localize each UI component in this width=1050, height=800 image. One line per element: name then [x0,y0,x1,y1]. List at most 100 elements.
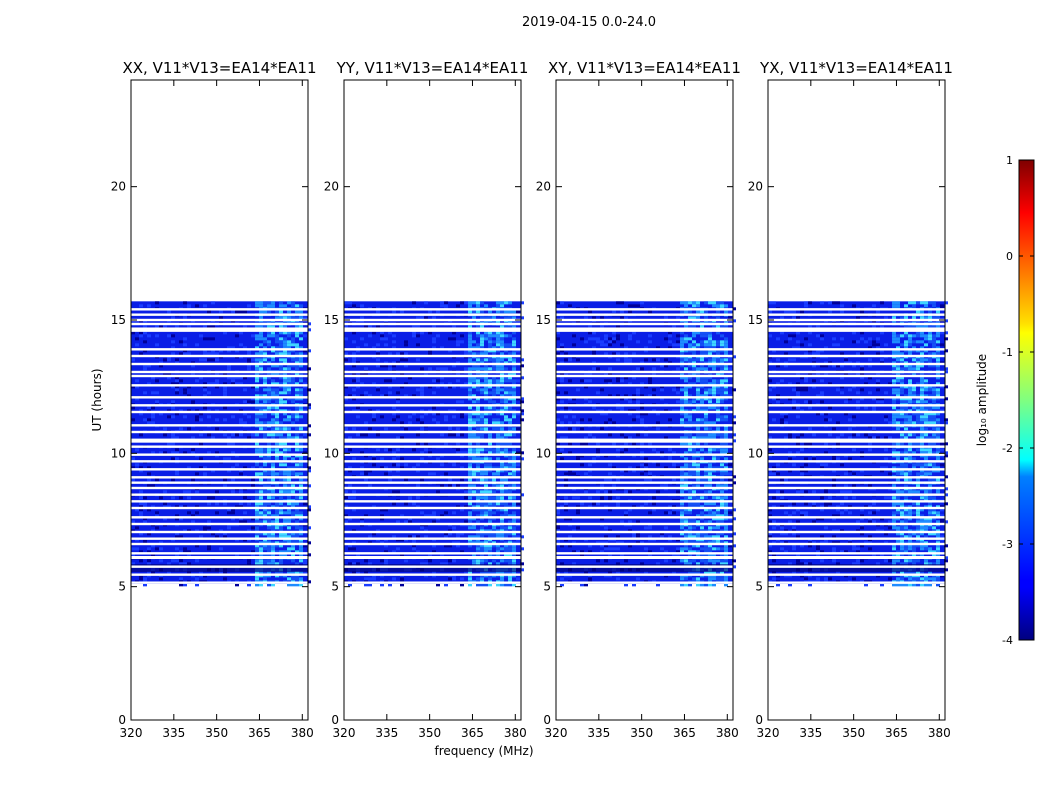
spectrogram-cell [183,415,187,418]
spectrogram-cell [452,415,456,418]
spectrogram-cell [668,340,672,343]
x-tick-label: 335 [162,726,185,740]
spectrogram-cell [139,577,143,580]
spectrogram-cell [480,415,484,418]
spectrogram-cell [251,358,255,361]
spectrogram-cell [420,511,424,514]
spectrogram-cell [440,463,444,466]
spectrogram-cell [696,472,700,475]
spectrogram-cell [920,301,924,304]
spectrogram-cell [612,442,616,445]
spectrogram-cell [251,478,255,481]
spectrogram-cell [704,502,708,505]
spectrogram-cell [688,463,692,466]
spectrogram-cell [283,304,287,307]
spectrogram-cell [500,388,504,391]
spectrogram-cell [368,427,372,430]
spectrogram-cell [267,442,271,445]
spectrogram-cell [384,472,388,475]
flagged-gap [344,565,521,567]
spectrogram-cell [468,304,472,307]
spectrogram-cell [380,337,384,340]
spectrogram-cell [648,340,652,343]
spectrogram-cell [720,391,724,394]
spectrogram-cell [239,472,243,475]
spectrogram-cell [255,496,259,499]
spectrogram-cell [608,496,612,499]
spectrogram-cell [147,472,151,475]
spectrogram-cell [464,496,468,499]
flagged-gap [131,500,308,502]
spectrogram-cell [360,304,364,307]
spectrogram-cell [916,310,920,313]
spectrogram-cell [259,496,263,499]
spectrogram-cell [568,442,572,445]
spectrogram-cell [372,463,376,466]
spectrogram-cell [840,391,844,394]
spectrogram-cell [203,304,207,307]
spectrogram-cell [516,502,520,505]
spectrogram-cell [556,391,560,394]
spectrogram-cell [384,337,388,340]
spectrogram-cell [279,478,283,481]
spectrogram-cell [175,391,179,394]
spectrogram-cell [728,367,732,370]
spectrogram-cell [616,337,620,340]
spectrogram-cell [139,502,143,505]
spectrogram-cell [344,496,348,499]
spectrogram-cell [283,490,287,493]
spectrogram-cell [460,400,464,403]
spectrogram-cell [604,343,608,346]
spectrogram-cell [356,433,360,436]
spectrogram-cell [936,388,940,391]
spectrogram-cell [900,379,904,382]
spectrogram-cell [279,442,283,445]
y-tick-label: 10 [536,446,551,460]
spectrogram-cell [175,358,179,361]
spectrogram-cell [492,490,496,493]
spectrogram-cell [175,457,179,460]
spectrogram-cell [696,427,700,430]
flagged-gap [556,487,733,489]
spectrogram-cell [932,388,936,391]
spectrogram-cell [684,463,688,466]
spectrogram-cell [508,391,512,394]
panel-xy: XY, V11*V13=EA14*EA1105101520320 335 350 36… [536,59,741,740]
spectrogram-cell [688,448,692,451]
spectrogram-cell [460,415,464,418]
spectrogram-cell [271,301,275,304]
spectrogram-cell [275,472,279,475]
spectrogram-cell [255,301,259,304]
spectrogram-cell [396,547,400,550]
spectrogram-cell [223,406,227,409]
spectrogram-cell [688,358,692,361]
spectrogram-cell [219,547,223,550]
spectrogram-cell [291,415,295,418]
spectrogram-cell [484,463,488,466]
spectrogram-cell [680,337,684,340]
spectrogram-cell [239,502,243,505]
spectrogram-cell [576,526,580,529]
spectrogram-cell [135,337,139,340]
flagged-gap [556,308,733,310]
spectrogram-cell [263,340,267,343]
flagged-gap [131,565,308,567]
spectrogram-cell [243,388,247,391]
spectrogram-cell [488,391,492,394]
spectrogram-cell [287,478,291,481]
spectrogram-cell [283,337,287,340]
spectrogram-cell [283,340,287,343]
spectrogram-cell [576,496,580,499]
spectrogram-cell [299,427,303,430]
spectrogram-cell [480,310,484,313]
spectrogram-cell [263,559,267,562]
spectrogram-cell [860,337,864,340]
spectrogram-dark-band [131,564,308,572]
flagged-gap [556,323,733,325]
spectrogram-cell [492,511,496,514]
spectrogram-cell [231,379,235,382]
spectrogram-cell [500,358,504,361]
spectrogram-cell [476,367,480,370]
spectrogram-cell [792,310,796,313]
spectrogram-cell [267,490,271,493]
